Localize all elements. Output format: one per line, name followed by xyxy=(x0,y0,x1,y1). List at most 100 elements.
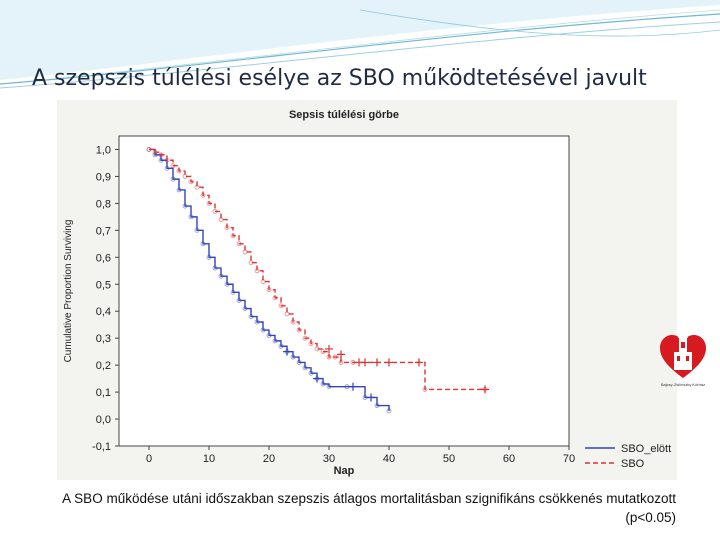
y-tick-label: 0,0 xyxy=(96,414,111,426)
event-point xyxy=(338,360,344,365)
event-point xyxy=(374,403,380,408)
event-point xyxy=(224,281,230,287)
event-point xyxy=(260,327,266,333)
event-point xyxy=(326,354,332,360)
censor-mark xyxy=(349,382,357,391)
x-axis-label: Nap xyxy=(334,465,355,477)
event-point xyxy=(254,268,260,274)
censor-mark xyxy=(361,358,369,367)
x-tick-label: 20 xyxy=(263,453,275,465)
event-point xyxy=(206,254,212,260)
event-point xyxy=(200,192,206,198)
event-point xyxy=(152,149,158,155)
series-line-sbo xyxy=(149,148,485,391)
event-point xyxy=(194,184,200,190)
y-tick-label: 0,5 xyxy=(96,279,111,291)
chart-title: Sepsis túlélési görbe xyxy=(289,109,399,121)
event-point xyxy=(242,249,248,255)
y-tick-label: 0,4 xyxy=(96,306,111,318)
event-point xyxy=(164,157,170,163)
event-point xyxy=(230,233,236,239)
event-point xyxy=(218,217,224,222)
censor-mark xyxy=(385,358,393,367)
event-point xyxy=(188,214,194,220)
event-point xyxy=(308,370,314,376)
y-tick-label: 0,2 xyxy=(96,360,111,372)
event-point xyxy=(284,311,290,317)
event-point xyxy=(320,349,326,355)
censor-mark xyxy=(325,344,333,353)
event-point xyxy=(422,386,428,392)
event-point xyxy=(224,225,230,231)
censor-mark xyxy=(481,385,489,394)
event-point xyxy=(200,241,206,247)
y-tick-label: -0,1 xyxy=(92,441,111,453)
event-point xyxy=(290,319,296,325)
slide-caption: A SBO működése utáni időszakban szepszis… xyxy=(62,491,676,525)
event-point xyxy=(194,227,200,233)
logo-text: Bajcsy-Zsilinszky Kórház xyxy=(661,382,705,387)
event-point xyxy=(308,341,314,346)
y-tick-label: 0,9 xyxy=(96,171,111,183)
y-tick-label: 0,1 xyxy=(96,387,111,399)
event-point xyxy=(170,176,176,182)
survival-chart: Sepsis túlélési görbe Nap Cumulative Propo… xyxy=(63,109,671,477)
event-point xyxy=(242,306,248,311)
x-tick-label: 70 xyxy=(563,453,575,465)
event-point xyxy=(176,187,182,193)
event-point xyxy=(326,384,332,390)
event-point xyxy=(290,354,296,360)
censor-mark xyxy=(337,350,345,359)
chart-panel: Sepsis túlélési görbe Nap Cumulative Propo… xyxy=(57,100,677,480)
censor-mark xyxy=(373,358,381,367)
legend-label: SBO_elött xyxy=(621,443,671,455)
censor-mark xyxy=(367,393,375,402)
event-point xyxy=(248,314,254,320)
x-tick-label: 10 xyxy=(203,453,215,465)
event-point xyxy=(146,147,152,152)
event-point xyxy=(332,354,338,360)
event-point xyxy=(212,209,218,214)
event-point xyxy=(176,168,182,174)
event-point xyxy=(230,289,236,295)
event-point xyxy=(254,319,260,325)
event-point xyxy=(182,203,188,209)
y-tick-label: 1,0 xyxy=(96,144,111,156)
event-point xyxy=(158,152,164,158)
x-tick-label: 40 xyxy=(383,453,395,465)
event-point xyxy=(278,343,284,349)
event-point xyxy=(260,279,266,284)
legend-label: SBO xyxy=(621,458,645,470)
y-tick-label: 0,3 xyxy=(96,333,111,345)
event-point xyxy=(278,303,284,309)
x-tick-label: 50 xyxy=(443,453,455,465)
heart-church-logo-icon: Bajcsy-Zsilinszky Kórház xyxy=(660,322,706,387)
y-tick-label: 0,6 xyxy=(96,252,111,264)
event-point xyxy=(158,157,164,163)
slide-title: A szepszis túlélési esélye az SBO működt… xyxy=(32,66,647,91)
y-axis-label: Cumulative Proportion Surviving xyxy=(63,220,74,363)
plot-area xyxy=(118,135,570,447)
event-point xyxy=(266,333,272,338)
x-tick-label: 0 xyxy=(146,453,152,465)
x-tick-label: 60 xyxy=(503,453,515,465)
event-point xyxy=(236,241,242,247)
event-point xyxy=(188,179,194,185)
event-point xyxy=(296,327,302,333)
event-point xyxy=(206,200,212,206)
censor-mark xyxy=(283,347,291,356)
event-point xyxy=(164,165,170,171)
event-point xyxy=(248,260,254,266)
censor-mark xyxy=(415,358,423,367)
event-point xyxy=(320,381,326,387)
event-point xyxy=(302,335,308,341)
event-point xyxy=(272,338,278,344)
x-tick-label: 30 xyxy=(323,453,335,465)
slide-decoration xyxy=(0,0,720,89)
event-point xyxy=(272,295,278,301)
event-point xyxy=(296,360,302,365)
event-point xyxy=(212,265,218,271)
event-point xyxy=(314,346,320,352)
event-point xyxy=(182,174,188,179)
y-tick-label: 0,7 xyxy=(96,225,111,237)
